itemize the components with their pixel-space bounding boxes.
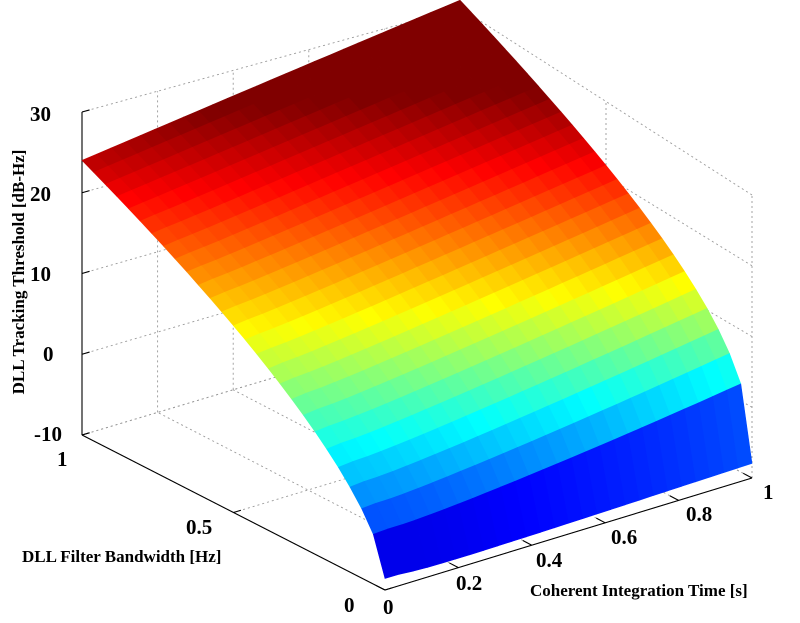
x-axis-ticks: 0 0.2 0.4 0.6 0.8 1 (383, 480, 774, 619)
x-tick-mark (742, 472, 753, 479)
x-tick-mark (596, 517, 606, 524)
z-tick-mark (81, 270, 90, 275)
z-tick-mark (81, 109, 90, 113)
x-tick-label: 0.6 (611, 525, 637, 549)
y-axis-ticks: 1 0.5 0 (57, 447, 355, 617)
x-tick-label: 1 (763, 480, 774, 504)
surface-patch (372, 528, 400, 579)
z-tick-label: 30 (30, 102, 51, 126)
x-tick-label: 0 (383, 595, 394, 619)
x-tick-mark (449, 562, 459, 569)
surface (81, 0, 753, 579)
z-tick-label: 0 (43, 342, 54, 366)
z-axis-ticks: 30 20 10 0 -10 (30, 102, 62, 446)
y-tick-mark (233, 509, 242, 514)
y-tick-mark (384, 587, 393, 591)
z-tick-label: 20 (30, 182, 51, 206)
x-tick-mark (375, 584, 386, 591)
z-tick-label: -10 (34, 422, 62, 446)
z-axis-label: DLL Tracking Threshold [dB-Hz] (9, 150, 28, 395)
x-tick-label: 0.4 (536, 548, 563, 572)
z-tick-mark (81, 190, 90, 194)
z-tick-mark (81, 432, 90, 436)
x-axis-label: Coherent Integration Time [s] (530, 581, 748, 600)
x-axis-line (384, 477, 753, 591)
grid-line (81, 321, 461, 436)
z-tick-mark (81, 351, 90, 355)
y-axis-label: DLL Filter Bandwidth [Hz] (22, 547, 221, 566)
x-tick-label: 0.2 (456, 571, 482, 595)
y-tick-label: 1 (57, 447, 68, 471)
grid-line (81, 7, 461, 113)
x-tick-mark (669, 495, 679, 501)
x-tick-label: 0.8 (686, 502, 712, 526)
y-axis-line (81, 434, 386, 591)
y-tick-label: 0 (344, 593, 355, 617)
y-tick-label: 0.5 (186, 515, 212, 539)
z-tick-label: 10 (30, 262, 51, 286)
axes-frame (81, 109, 753, 591)
x-tick-mark (522, 540, 533, 546)
